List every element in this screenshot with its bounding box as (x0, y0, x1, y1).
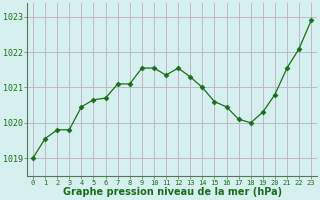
X-axis label: Graphe pression niveau de la mer (hPa): Graphe pression niveau de la mer (hPa) (62, 187, 282, 197)
